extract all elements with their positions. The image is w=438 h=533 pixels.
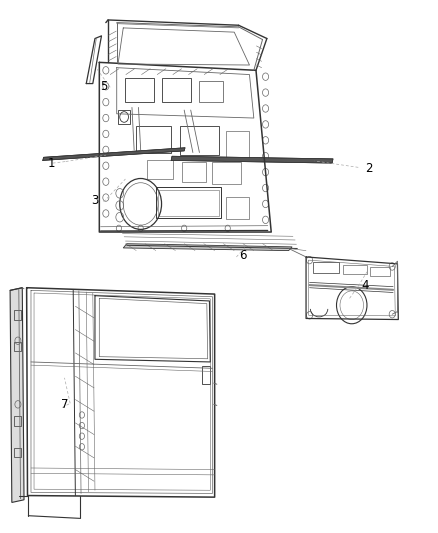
Bar: [162, 78, 191, 102]
Bar: [226, 197, 250, 219]
Bar: [14, 416, 21, 425]
Bar: [201, 366, 210, 384]
Polygon shape: [171, 156, 333, 163]
Bar: [371, 266, 390, 276]
Bar: [125, 78, 154, 102]
Text: 2: 2: [365, 162, 373, 175]
Text: 6: 6: [239, 249, 247, 262]
Bar: [158, 190, 219, 216]
Bar: [212, 162, 241, 184]
Text: 7: 7: [61, 398, 68, 411]
Polygon shape: [43, 148, 185, 160]
Bar: [343, 265, 367, 274]
Polygon shape: [10, 288, 24, 503]
Bar: [313, 262, 339, 273]
Text: 3: 3: [91, 193, 99, 207]
Bar: [14, 342, 21, 351]
Polygon shape: [123, 244, 292, 251]
Bar: [226, 131, 250, 158]
Bar: [14, 310, 21, 319]
Text: 5: 5: [100, 80, 107, 93]
Bar: [118, 110, 130, 124]
Bar: [136, 126, 171, 152]
Bar: [182, 161, 206, 182]
Text: 4: 4: [361, 279, 368, 292]
Bar: [180, 126, 219, 155]
Bar: [156, 187, 221, 217]
Bar: [199, 81, 223, 102]
Bar: [147, 160, 173, 179]
Bar: [14, 448, 21, 457]
Text: 1: 1: [48, 157, 55, 169]
